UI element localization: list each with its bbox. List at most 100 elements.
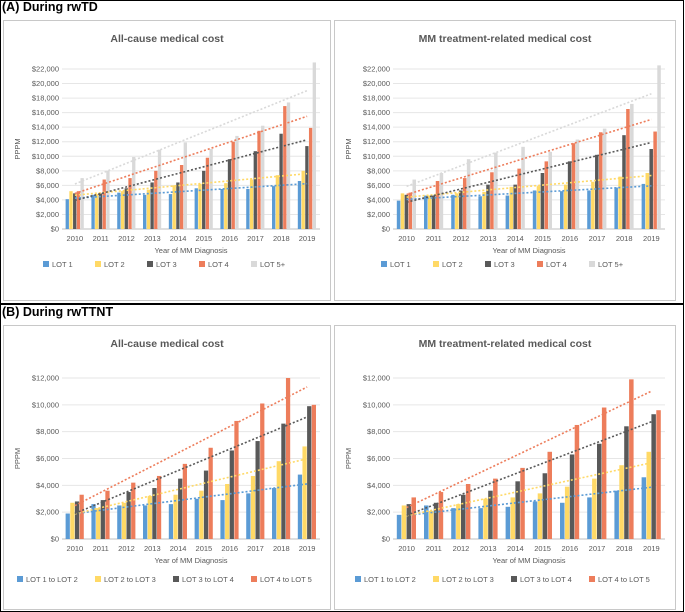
bar — [461, 494, 466, 539]
bar — [536, 186, 541, 229]
legend-swatch — [173, 576, 179, 582]
bar — [79, 494, 84, 539]
bar — [121, 502, 127, 539]
bar — [564, 486, 570, 539]
x-axis-label: Year of MM Diagnosis — [492, 246, 565, 255]
legend-label: LOT 1 to LOT 2 — [26, 575, 78, 584]
x-tick-label: 2013 — [144, 544, 161, 553]
y-tick-label: $20,000 — [363, 79, 390, 88]
bar — [100, 500, 105, 539]
bar — [225, 483, 230, 539]
bar — [591, 181, 595, 229]
x-tick-label: 2014 — [507, 234, 524, 243]
bar — [105, 490, 110, 539]
legend-label: LOT 1 — [390, 260, 411, 269]
bar — [172, 185, 176, 229]
chart-title: MM treatment-related medical cost — [419, 338, 592, 350]
bar — [494, 152, 498, 229]
bar — [510, 497, 515, 539]
x-axis-label: Year of MM Diagnosis — [154, 556, 227, 565]
trendline — [406, 174, 652, 198]
x-tick-label: 2017 — [247, 234, 264, 243]
bar — [285, 378, 291, 539]
legend-swatch — [43, 261, 49, 267]
bar — [246, 493, 251, 539]
bar — [286, 102, 291, 229]
bar — [272, 488, 277, 539]
bar — [547, 451, 552, 539]
x-tick-label: 2012 — [453, 234, 470, 243]
x-tick-label: 2019 — [643, 234, 660, 243]
y-axis-label: PPPM — [13, 448, 22, 469]
bar — [618, 176, 622, 229]
chart-b-all-cause: All-cause medical cost $0 $2,000 $4,000 $6,0… — [13, 338, 320, 584]
bar — [431, 195, 436, 229]
bar — [131, 482, 136, 539]
x-tick-label: 2019 — [299, 544, 316, 553]
y-tick-label: $12,000 — [363, 374, 390, 383]
bar — [117, 505, 122, 539]
bar — [624, 426, 629, 539]
x-tick-label: 2010 — [398, 544, 415, 553]
y-tick-label: $10,000 — [32, 152, 59, 161]
bar — [424, 195, 428, 229]
bar — [95, 194, 99, 229]
y-tick-label: $0 — [382, 535, 390, 544]
x-axis-label: Year of MM Diagnosis — [154, 246, 227, 255]
bar — [455, 193, 459, 229]
bar — [646, 451, 651, 539]
bar — [307, 406, 312, 539]
x-tick-label: 2014 — [170, 544, 187, 553]
bar — [147, 496, 152, 539]
bar — [301, 170, 305, 229]
chart-panel-b-mm-treatment: MM treatment-related medical cost $0 $2,00… — [334, 325, 676, 610]
bar — [279, 133, 283, 229]
x-tick-label: 2015 — [196, 234, 213, 243]
bar — [645, 173, 650, 229]
y-tick-label: $6,000 — [36, 454, 59, 463]
bar — [132, 157, 136, 229]
trendline — [406, 486, 652, 517]
chart-b-mm-treatment: MM treatment-related medical cost $0 $2,00… — [344, 338, 665, 584]
chart-title: MM treatment-related medical cost — [419, 33, 592, 45]
bar — [70, 502, 75, 539]
legend-swatch — [251, 576, 257, 582]
trendline — [406, 185, 652, 201]
y-tick-label: $8,000 — [36, 166, 59, 175]
bar — [194, 188, 198, 229]
y-tick-label: $20,000 — [32, 79, 59, 88]
bar — [253, 151, 257, 229]
bar — [651, 414, 656, 539]
section-a-title: (A) During rwTD — [2, 0, 98, 14]
bar — [154, 170, 158, 229]
bar — [117, 192, 121, 229]
bar — [150, 182, 154, 229]
bar — [630, 103, 634, 229]
bar — [548, 151, 552, 229]
bar — [597, 443, 602, 539]
legend-swatch — [381, 261, 387, 267]
bar — [574, 424, 580, 539]
y-tick-label: $10,000 — [363, 152, 390, 161]
bar — [483, 498, 488, 539]
bar — [622, 135, 626, 229]
bar — [220, 500, 225, 539]
x-tick-label: 2016 — [221, 234, 238, 243]
bar — [490, 172, 494, 229]
bar — [297, 474, 303, 539]
bar — [515, 481, 520, 539]
y-tick-label: $8,000 — [36, 427, 59, 436]
bar — [486, 184, 490, 229]
trendline — [74, 483, 308, 515]
y-tick-label: $16,000 — [32, 108, 59, 117]
bar — [65, 513, 70, 539]
x-tick-label: 2016 — [561, 234, 578, 243]
chart-title: All-cause medical cost — [110, 338, 224, 350]
bar — [451, 508, 456, 539]
bar — [571, 143, 576, 229]
trendline — [406, 118, 652, 196]
bar — [98, 193, 103, 229]
legend-label: LOT 4 — [546, 260, 567, 269]
bar — [302, 446, 307, 539]
bar — [428, 510, 434, 539]
